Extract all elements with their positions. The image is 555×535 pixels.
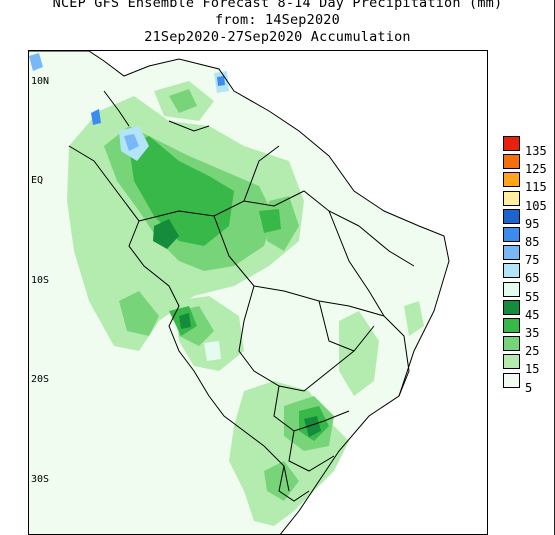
legend-label-115: 115 [525,180,547,195]
legend-label-45: 45 [525,307,540,322]
legend-swatch-105 [503,190,520,206]
legend-label-135: 135 [525,144,547,158]
lat-label-10s: 10S [31,275,50,286]
legend-swatch-95 [503,208,520,224]
legend-swatch-35 [503,318,520,333]
legend-label-85: 85 [525,235,540,249]
legend-swatch-135 [503,136,520,151]
map-title-line-2: from: 14Sep2020 [215,12,340,28]
map-canvas [29,51,450,534]
legend-label-125: 125 [525,162,547,177]
legend-swatch-115 [503,172,520,188]
legend-label-25: 25 [525,344,540,359]
lat-label-10n: 10N [31,76,50,87]
map-title-line-3: 21Sep2020-27Sep2020 Accumulation [144,29,411,45]
legend-label-55: 55 [525,289,540,304]
legend-swatch-125 [503,154,520,170]
legend-swatch-75 [503,245,520,261]
legend-label-35: 35 [525,326,540,340]
legend-swatch-25 [503,336,520,352]
legend-swatch-55 [503,281,520,297]
legend-swatch-45 [503,299,520,315]
legend-swatch-85 [503,227,520,242]
legend-label-95: 95 [525,216,540,231]
map-title-line-1: NCEP GFS Ensemble Forecast 8-14 Day Prec… [52,0,503,11]
legend-label-15: 15 [525,362,540,377]
precip-heavy [29,53,229,361]
legend-label-75: 75 [525,253,540,268]
precip-45 [153,219,321,437]
legend-label-5: 5 [525,380,533,395]
legend-label-105: 105 [525,198,547,213]
lat-label-20s: 20S [31,374,50,385]
legend-swatch-15 [503,354,520,370]
legend-label-65: 65 [525,271,540,286]
lat-label-30s: 30S [31,474,50,485]
legend-swatch-5 [503,372,520,388]
lat-label-eq: EQ [31,175,44,186]
precip-35 [129,136,329,441]
boundaries [29,51,450,534]
precipitation-map: 10N EQ 10S 20S 30S [28,50,488,535]
legend-swatch-65 [503,263,520,279]
